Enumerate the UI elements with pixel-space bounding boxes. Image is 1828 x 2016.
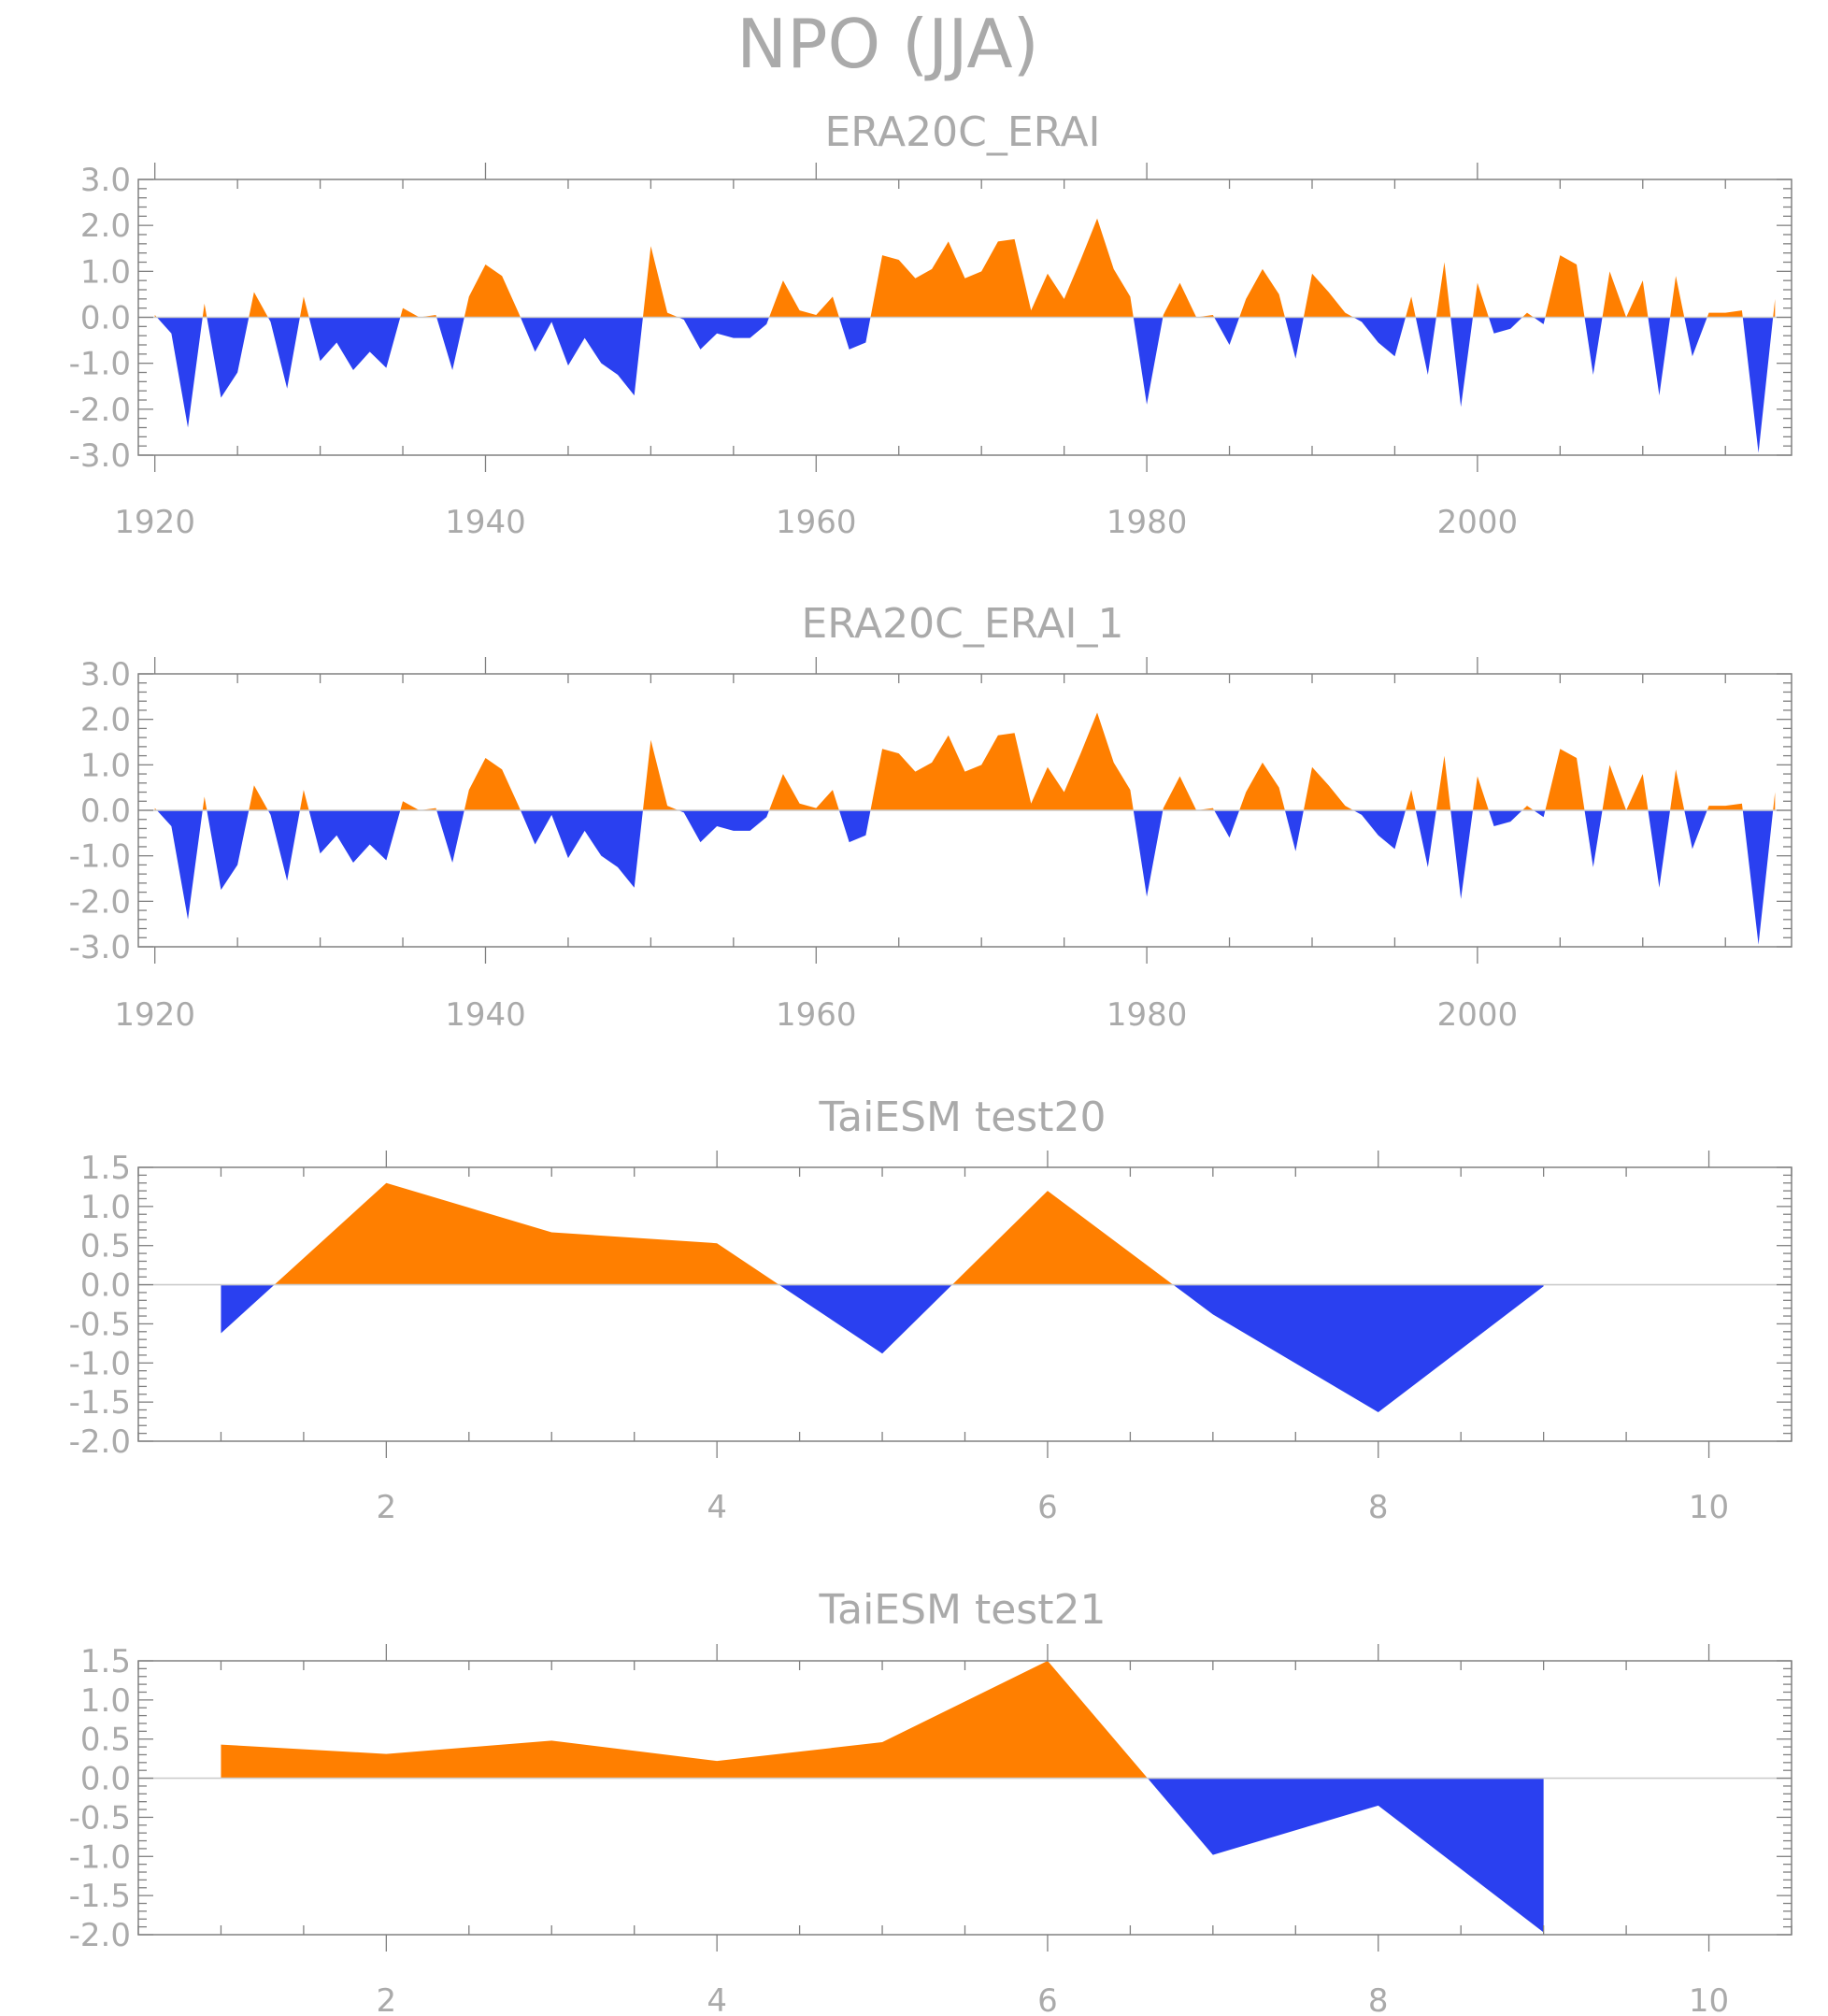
x-tick-label: 8 [1368,1982,1389,2016]
positive-area [221,1661,1544,1779]
y-tick-label: -2.0 [69,1917,131,1954]
y-tick-label: 3.0 [80,656,131,693]
y-tick-label: -0.5 [69,1799,131,1837]
y-tick-label: 2.0 [80,702,131,739]
positive-area [154,712,1776,810]
negative-area [154,317,1776,453]
y-tick-label: -1.0 [69,1838,131,1876]
panel-era20c-erai-1: ERA20C_ERAI_1 -3.0 -2.0 -1.0 0.0 1.0 2.0 3.0 19… [69,600,1792,1034]
y-tick-label: -1.0 [69,346,131,383]
y-tick-label: -2.0 [69,883,131,921]
x-tick-label: 10 [1689,1489,1729,1526]
negative-area [154,810,1776,945]
y-tick-label: -1.0 [69,1345,131,1382]
y-tick-label: 0.5 [80,1228,131,1265]
x-tick-label: 2 [377,1982,397,2016]
x-tick-label: 2000 [1437,996,1519,1034]
x-tick-label: 6 [1037,1982,1058,2016]
y-tick-label: 0.0 [80,793,131,830]
x-tick-label: 6 [1037,1489,1058,1526]
negative-area [221,1284,1544,1413]
x-tick-label: 1960 [776,996,857,1034]
y-tick-label: 3.0 [80,162,131,199]
x-tick-label: 2 [377,1489,397,1526]
y-tick-label: 0.5 [80,1722,131,1759]
x-tick-label: 1940 [445,504,526,541]
y-tick-label: 1.0 [80,1682,131,1720]
panel-taiesm-test21: TaiESM test21 -2.0-1.5-1.0-0.50.00.51.01… [69,1586,1792,2016]
x-tick-label: 1960 [776,504,857,541]
y-tick-label: -2.0 [69,1423,131,1461]
x-tick-label: 1980 [1107,996,1188,1034]
y-tick-label: -1.5 [69,1878,131,1915]
y-tick-label: -0.5 [69,1306,131,1343]
y-tick-label: 1.5 [80,1643,131,1680]
x-tick-label: 1920 [114,996,195,1034]
y-tick-label: -1.0 [69,838,131,876]
y-tick-label: 0.0 [80,300,131,337]
y-tick-label: 0.0 [80,1267,131,1305]
x-tick-label: 2000 [1437,504,1519,541]
x-tick-label: 10 [1689,1982,1729,2016]
negative-area [221,1778,1544,1933]
figure-title: NPO (JJA) [736,5,1038,83]
y-tick-label: -3.0 [69,929,131,966]
panel-title: ERA20C_ERAI [824,108,1100,156]
y-tick-label: -3.0 [69,437,131,475]
plot-area: -2.0-1.5-1.0-0.50.00.51.01.5 2 4 6 8 10 [69,1150,1792,1526]
positive-area [154,218,1776,318]
x-tick-label: 1940 [445,996,526,1034]
x-tick-label: 8 [1368,1489,1389,1526]
panel-era20c-erai: ERA20C_ERAI -3.0 -2.0 -1.0 0.0 1.0 2.0 3.0 1920… [69,108,1792,541]
x-tick-label: 1980 [1107,504,1188,541]
y-tick-label: 0.0 [80,1761,131,1798]
x-tick-label: 4 [707,1982,727,2016]
y-tick-label: 1.0 [80,1189,131,1226]
panel-title: TaiESM test20 [819,1094,1107,1141]
y-tick-label: 2.0 [80,207,131,245]
positive-area [221,1182,1544,1285]
panel-title: TaiESM test21 [819,1586,1107,1634]
plot-area: -2.0-1.5-1.0-0.50.00.51.01.5 2 4 6 8 10 [69,1643,1792,2016]
y-tick-label: 1.0 [80,747,131,784]
y-tick-label: -1.5 [69,1384,131,1422]
y-tick-label: 1.0 [80,253,131,291]
plot-area: -3.0 -2.0 -1.0 0.0 1.0 2.0 3.0 1920 1940 1960 1980… [69,162,1792,541]
y-tick-label: -2.0 [69,392,131,429]
y-tick-label: 1.5 [80,1150,131,1187]
panel-title: ERA20C_ERAI_1 [801,600,1123,648]
x-tick-label: 4 [707,1489,727,1526]
plot-area: -3.0 -2.0 -1.0 0.0 1.0 2.0 3.0 1920 1940 1960 1980… [69,656,1792,1034]
x-tick-label: 1920 [114,504,195,541]
panel-taiesm-test20: TaiESM test20 -2.0-1.5-1.0-0.50.00.51.01… [69,1094,1792,1526]
